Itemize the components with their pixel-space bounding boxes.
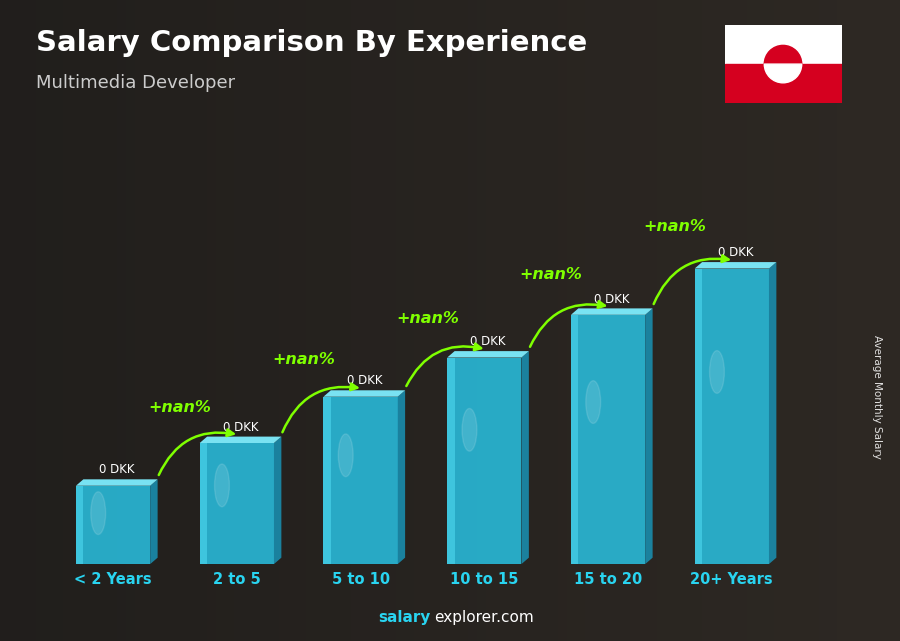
Polygon shape [447,358,454,564]
Circle shape [214,464,230,507]
Text: 0 DKK: 0 DKK [346,374,382,387]
Polygon shape [200,443,207,564]
Text: 0 DKK: 0 DKK [594,292,629,306]
Polygon shape [76,479,158,486]
Circle shape [586,381,600,424]
Polygon shape [398,390,405,564]
Bar [724,64,842,103]
Polygon shape [274,437,282,564]
Text: 0 DKK: 0 DKK [718,246,753,259]
Polygon shape [695,269,769,564]
Polygon shape [323,397,331,564]
Wedge shape [764,46,802,64]
Polygon shape [571,315,579,564]
Text: +nan%: +nan% [148,400,211,415]
Circle shape [709,351,725,394]
Text: Multimedia Developer: Multimedia Developer [36,74,235,92]
Text: +nan%: +nan% [272,352,335,367]
Bar [724,25,842,64]
Text: +nan%: +nan% [519,267,582,281]
Polygon shape [521,351,529,564]
Polygon shape [447,358,521,564]
Polygon shape [76,486,150,564]
Circle shape [91,492,105,535]
Polygon shape [200,443,274,564]
Text: Average Monthly Salary: Average Monthly Salary [872,335,883,460]
Text: +nan%: +nan% [644,219,706,233]
Polygon shape [695,269,702,564]
Polygon shape [76,486,84,564]
Polygon shape [150,479,158,564]
Circle shape [338,434,353,477]
Text: explorer.com: explorer.com [434,610,534,625]
Polygon shape [323,397,398,564]
Polygon shape [447,351,529,358]
Polygon shape [645,308,652,564]
Circle shape [462,408,477,451]
Polygon shape [200,437,282,443]
Text: 0 DKK: 0 DKK [223,420,258,434]
Text: salary: salary [378,610,430,625]
Text: 0 DKK: 0 DKK [99,463,134,476]
Polygon shape [571,315,645,564]
Text: +nan%: +nan% [396,311,459,326]
Text: 0 DKK: 0 DKK [471,335,506,348]
Polygon shape [695,262,777,269]
Polygon shape [769,262,777,564]
Wedge shape [764,64,802,83]
Polygon shape [571,308,652,315]
Text: Salary Comparison By Experience: Salary Comparison By Experience [36,29,587,57]
Polygon shape [323,390,405,397]
